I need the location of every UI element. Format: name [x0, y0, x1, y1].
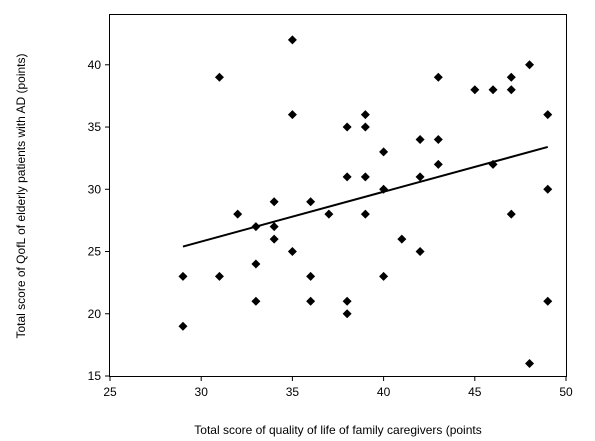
data-point — [360, 122, 370, 132]
y-tick-label: 35 — [88, 120, 102, 134]
y-axis-label: Total score of QofL of elderly patients … — [14, 53, 28, 338]
y-tick-label: 30 — [88, 182, 102, 196]
data-point — [506, 85, 516, 95]
data-point — [433, 134, 443, 144]
data-point — [287, 35, 297, 45]
data-points — [178, 35, 553, 369]
x-tick-label: 25 — [103, 385, 117, 399]
data-point — [269, 197, 279, 207]
data-point — [415, 247, 425, 257]
x-tick-label: 50 — [559, 385, 573, 399]
data-point — [397, 234, 407, 244]
y-axis-ticks: 15 20 25 30 35 40 — [88, 58, 110, 383]
y-tick-label: 15 — [88, 369, 102, 383]
y-tick-label: 40 — [88, 58, 102, 72]
data-point — [178, 321, 188, 331]
y-tick-label: 25 — [88, 245, 102, 259]
data-point — [251, 259, 261, 269]
y-tick-label: 20 — [88, 307, 102, 321]
data-point — [306, 296, 316, 306]
x-axis-ticks: 25 30 35 40 45 50 — [103, 376, 573, 399]
data-point — [415, 172, 425, 182]
data-point — [506, 72, 516, 82]
data-point — [287, 110, 297, 120]
data-point — [214, 72, 224, 82]
data-point — [488, 159, 498, 169]
data-point — [214, 271, 224, 281]
x-tick-label: 45 — [468, 385, 482, 399]
data-point — [488, 85, 498, 95]
data-point — [306, 197, 316, 207]
data-point — [543, 110, 553, 120]
data-point — [360, 172, 370, 182]
plot-frame — [109, 14, 567, 377]
data-point — [269, 222, 279, 232]
data-point — [433, 72, 443, 82]
data-point — [506, 209, 516, 219]
data-point — [360, 110, 370, 120]
x-axis-label: Total score of quality of life of family… — [194, 423, 481, 437]
data-point — [324, 209, 334, 219]
data-point — [543, 296, 553, 306]
x-tick-label: 40 — [377, 385, 391, 399]
data-point — [251, 222, 261, 232]
data-point — [470, 85, 480, 95]
data-point — [525, 60, 535, 70]
data-point — [342, 296, 352, 306]
data-point — [342, 172, 352, 182]
data-point — [306, 271, 316, 281]
data-point — [415, 134, 425, 144]
data-point — [251, 296, 261, 306]
trend-line — [182, 145, 549, 248]
data-point — [269, 234, 279, 244]
data-point — [360, 209, 370, 219]
data-point — [379, 271, 389, 281]
data-point — [433, 159, 443, 169]
data-point — [342, 309, 352, 319]
data-point — [178, 271, 188, 281]
data-point — [342, 122, 352, 132]
data-point — [543, 184, 553, 194]
data-point — [525, 359, 535, 369]
data-point — [379, 184, 389, 194]
data-point — [287, 247, 297, 257]
data-point — [379, 147, 389, 157]
x-tick-label: 35 — [286, 385, 300, 399]
data-point — [233, 209, 243, 219]
x-tick-label: 30 — [195, 385, 209, 399]
